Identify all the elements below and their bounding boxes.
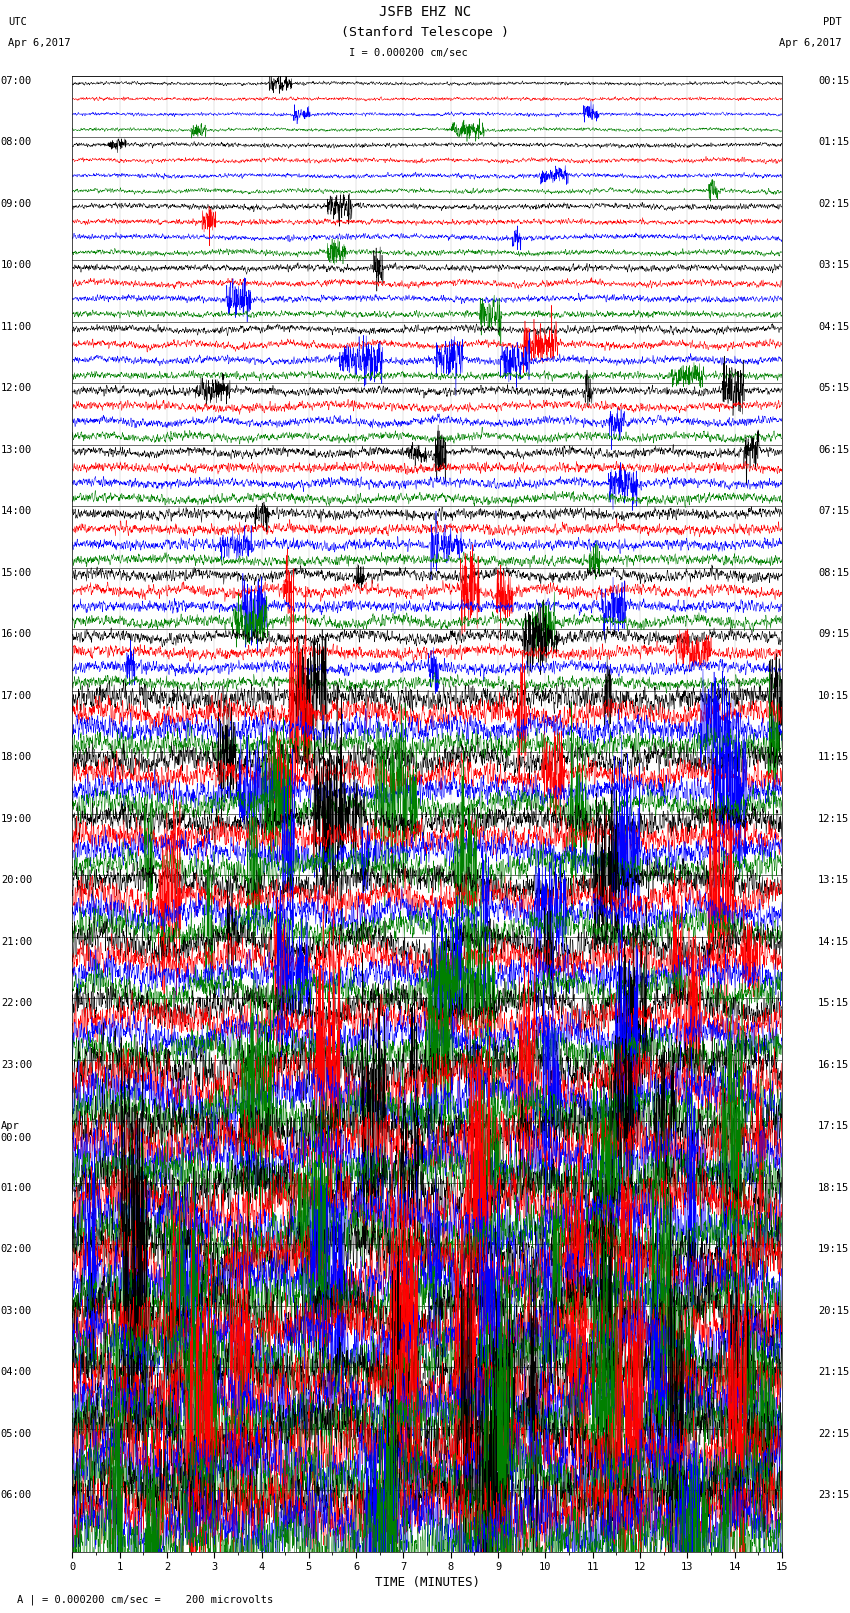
Text: 12:15: 12:15 [818, 815, 849, 824]
Text: 07:00: 07:00 [1, 76, 32, 85]
Text: 05:15: 05:15 [818, 384, 849, 394]
Text: 17:00: 17:00 [1, 690, 32, 700]
Text: 02:15: 02:15 [818, 198, 849, 208]
Text: 06:00: 06:00 [1, 1490, 32, 1500]
Text: 09:15: 09:15 [818, 629, 849, 639]
Text: 12:00: 12:00 [1, 384, 32, 394]
Text: 02:00: 02:00 [1, 1244, 32, 1255]
Text: 18:00: 18:00 [1, 752, 32, 763]
Text: 05:00: 05:00 [1, 1429, 32, 1439]
Text: 01:00: 01:00 [1, 1182, 32, 1192]
Text: 07:15: 07:15 [818, 506, 849, 516]
Text: 22:15: 22:15 [818, 1429, 849, 1439]
Text: 23:15: 23:15 [818, 1490, 849, 1500]
Text: A | = 0.000200 cm/sec =    200 microvolts: A | = 0.000200 cm/sec = 200 microvolts [17, 1594, 273, 1605]
Text: Apr 6,2017: Apr 6,2017 [8, 39, 71, 48]
Text: (Stanford Telescope ): (Stanford Telescope ) [341, 26, 509, 39]
Text: 17:15: 17:15 [818, 1121, 849, 1131]
Text: 19:15: 19:15 [818, 1244, 849, 1255]
Text: 03:00: 03:00 [1, 1307, 32, 1316]
Text: 10:15: 10:15 [818, 690, 849, 700]
Text: 11:00: 11:00 [1, 321, 32, 332]
Text: 13:15: 13:15 [818, 876, 849, 886]
Text: 10:00: 10:00 [1, 260, 32, 271]
Text: 20:00: 20:00 [1, 876, 32, 886]
Text: 21:15: 21:15 [818, 1368, 849, 1378]
Text: 15:00: 15:00 [1, 568, 32, 577]
Text: I = 0.000200 cm/sec: I = 0.000200 cm/sec [348, 48, 468, 58]
Text: 22:00: 22:00 [1, 998, 32, 1008]
Text: 01:15: 01:15 [818, 137, 849, 147]
Text: 16:00: 16:00 [1, 629, 32, 639]
Text: 04:00: 04:00 [1, 1368, 32, 1378]
Text: 06:15: 06:15 [818, 445, 849, 455]
Text: 18:15: 18:15 [818, 1182, 849, 1192]
Text: 15:15: 15:15 [818, 998, 849, 1008]
Text: 20:15: 20:15 [818, 1307, 849, 1316]
Text: 08:00: 08:00 [1, 137, 32, 147]
Text: UTC: UTC [8, 18, 27, 27]
Text: 00:15: 00:15 [818, 76, 849, 85]
Text: 08:15: 08:15 [818, 568, 849, 577]
Text: Apr 6,2017: Apr 6,2017 [779, 39, 842, 48]
Text: 09:00: 09:00 [1, 198, 32, 208]
Text: 04:15: 04:15 [818, 321, 849, 332]
Text: 14:15: 14:15 [818, 937, 849, 947]
Text: 19:00: 19:00 [1, 815, 32, 824]
Text: PDT: PDT [823, 18, 842, 27]
Text: 16:15: 16:15 [818, 1060, 849, 1069]
Text: 03:15: 03:15 [818, 260, 849, 271]
Text: 11:15: 11:15 [818, 752, 849, 763]
Text: 14:00: 14:00 [1, 506, 32, 516]
X-axis label: TIME (MINUTES): TIME (MINUTES) [375, 1576, 479, 1589]
Text: JSFB EHZ NC: JSFB EHZ NC [379, 5, 471, 19]
Text: 13:00: 13:00 [1, 445, 32, 455]
Text: 21:00: 21:00 [1, 937, 32, 947]
Text: Apr
00:00: Apr 00:00 [1, 1121, 32, 1144]
Text: 23:00: 23:00 [1, 1060, 32, 1069]
